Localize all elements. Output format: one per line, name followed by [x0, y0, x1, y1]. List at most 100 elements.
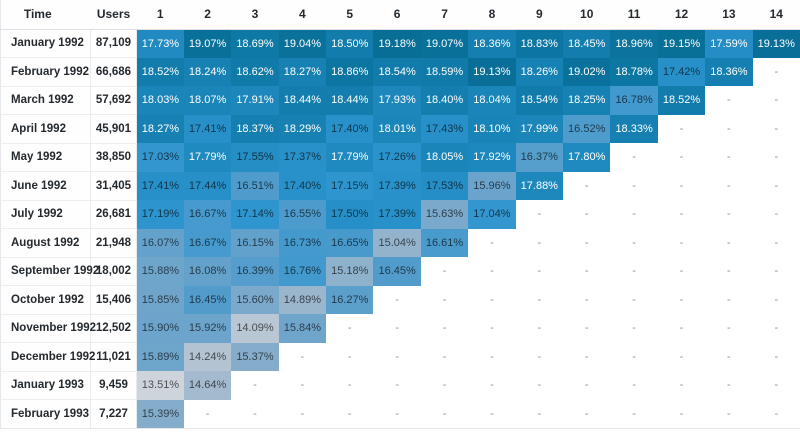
retention-value-cell: 18.44% — [278, 86, 327, 115]
period-column-header-6: 6 — [373, 0, 421, 30]
retention-value-cell: 14.64% — [183, 371, 232, 400]
empty-value-cell: - — [468, 399, 516, 429]
cohort-time-label: November 1992 — [0, 314, 96, 343]
cohort-time-label: February 1992 — [0, 57, 91, 87]
retention-value-cell: 16.73% — [278, 228, 327, 257]
empty-value-cell: - — [752, 285, 800, 314]
empty-value-cell: - — [657, 257, 706, 286]
retention-value-cell: 17.41% — [136, 171, 184, 200]
empty-value-cell: - — [563, 200, 611, 229]
retention-value-cell: 16.15% — [231, 228, 279, 257]
table-header: Time Users 1 2 3 4 5 6 7 8 9 10 11 12 13 14 — [0, 0, 800, 30]
empty-value-cell: - — [278, 371, 327, 400]
retention-value-cell: 16.67% — [183, 228, 232, 257]
retention-value-cell: 18.01% — [373, 114, 421, 143]
retention-value-cell: 17.73% — [136, 29, 184, 58]
retention-value-cell: 17.03% — [136, 143, 184, 172]
retention-value-cell: 17.39% — [373, 200, 421, 229]
retention-value-cell: 15.39% — [136, 399, 184, 429]
empty-value-cell: - — [705, 114, 753, 143]
retention-value-cell: 16.07% — [136, 228, 184, 257]
retention-value-cell: 16.76% — [278, 257, 327, 286]
retention-value-cell: 17.59% — [705, 29, 753, 58]
retention-value-cell: 17.88% — [515, 171, 564, 200]
cohort-users-count: 66,686 — [90, 57, 137, 87]
cohort-time-label: August 1992 — [0, 228, 91, 258]
cohort-time-label: January 1992 — [0, 29, 91, 58]
retention-value-cell: 15.63% — [420, 200, 469, 229]
cohort-time-label: October 1992 — [0, 285, 91, 315]
cohort-users-count: 45,901 — [90, 114, 137, 144]
retention-value-cell: 17.40% — [326, 114, 374, 143]
empty-value-cell: - — [326, 342, 374, 371]
retention-value-cell: 18.36% — [468, 29, 516, 58]
retention-value-cell: 19.13% — [752, 29, 800, 58]
retention-value-cell: 18.52% — [136, 57, 184, 86]
empty-value-cell: - — [373, 342, 421, 371]
empty-value-cell: - — [705, 371, 753, 400]
retention-value-cell: 18.40% — [420, 86, 469, 115]
retention-value-cell: 17.41% — [183, 114, 232, 143]
retention-value-cell: 18.52% — [657, 86, 706, 115]
empty-value-cell: - — [563, 285, 611, 314]
cohort-users-count: 15,406 — [90, 285, 137, 315]
retention-value-cell: 17.40% — [278, 171, 327, 200]
retention-value-cell: 18.59% — [420, 57, 469, 86]
empty-value-cell: - — [515, 285, 564, 314]
retention-value-cell: 17.93% — [373, 86, 421, 115]
retention-value-cell: 19.07% — [420, 29, 469, 58]
cohort-time-label: July 1992 — [0, 200, 91, 229]
retention-value-cell: 18.04% — [468, 86, 516, 115]
retention-value-cell: 17.92% — [468, 143, 516, 172]
cohort-time-label: June 1992 — [0, 171, 91, 201]
empty-value-cell: - — [468, 342, 516, 371]
empty-value-cell: - — [278, 399, 327, 429]
retention-value-cell: 18.96% — [610, 29, 658, 58]
empty-value-cell: - — [515, 257, 564, 286]
retention-value-cell: 15.60% — [231, 285, 279, 314]
empty-value-cell: - — [705, 257, 753, 286]
cohort-users-count: 38,850 — [90, 143, 137, 172]
retention-value-cell: 15.88% — [136, 257, 184, 286]
empty-value-cell: - — [705, 285, 753, 314]
empty-value-cell: - — [468, 285, 516, 314]
retention-value-cell: 17.55% — [231, 143, 279, 172]
retention-value-cell: 18.29% — [278, 114, 327, 143]
retention-value-cell: 19.18% — [373, 29, 421, 58]
retention-value-cell: 14.24% — [183, 342, 232, 371]
period-column-header-7: 7 — [420, 0, 469, 30]
empty-value-cell: - — [752, 314, 800, 343]
empty-value-cell: - — [657, 228, 706, 257]
empty-value-cell: - — [657, 371, 706, 400]
retention-value-cell: 17.19% — [136, 200, 184, 229]
header-row: Time Users 1 2 3 4 5 6 7 8 9 10 11 12 13 14 — [0, 0, 800, 30]
retention-value-cell: 18.54% — [515, 86, 564, 115]
retention-value-cell: 19.07% — [183, 29, 232, 58]
empty-value-cell: - — [705, 228, 753, 257]
retention-value-cell: 18.25% — [563, 86, 611, 115]
period-column-header-14: 14 — [752, 0, 800, 30]
cohort-time-label: May 1992 — [0, 143, 91, 172]
retention-value-cell: 17.91% — [231, 86, 279, 115]
cohort-time-label: January 1993 — [0, 371, 91, 400]
empty-value-cell: - — [468, 314, 516, 343]
retention-value-cell: 18.37% — [231, 114, 279, 143]
retention-value-cell: 19.04% — [278, 29, 327, 58]
retention-value-cell: 16.51% — [231, 171, 279, 200]
retention-value-cell: 15.96% — [468, 171, 516, 200]
cohort-row: April 1992 45,901 18.27% 17.41% 18.37% 18.29%… — [0, 114, 800, 144]
empty-value-cell: - — [705, 200, 753, 229]
cohort-row: March 1992 57,692 18.03% 18.07% 17.91% 18.44%… — [0, 86, 800, 115]
empty-value-cell: - — [420, 314, 469, 343]
period-column-header-11: 11 — [610, 0, 658, 30]
cohort-row: October 1992 15,406 15.85% 16.45% 15.60% 14.8… — [0, 285, 800, 315]
retention-value-cell: 18.86% — [326, 57, 374, 86]
cohort-row: August 1992 21,948 16.07% 16.67% 16.15% 16.73… — [0, 228, 800, 258]
cohort-row: May 1992 38,850 17.03% 17.79% 17.55% 17.37% 17… — [0, 143, 800, 172]
retention-value-cell: 15.04% — [373, 228, 421, 257]
empty-value-cell: - — [657, 114, 706, 143]
retention-value-cell: 18.36% — [705, 57, 753, 86]
retention-value-cell: 17.37% — [278, 143, 327, 172]
retention-value-cell: 18.50% — [326, 29, 374, 58]
retention-value-cell: 15.85% — [136, 285, 184, 314]
